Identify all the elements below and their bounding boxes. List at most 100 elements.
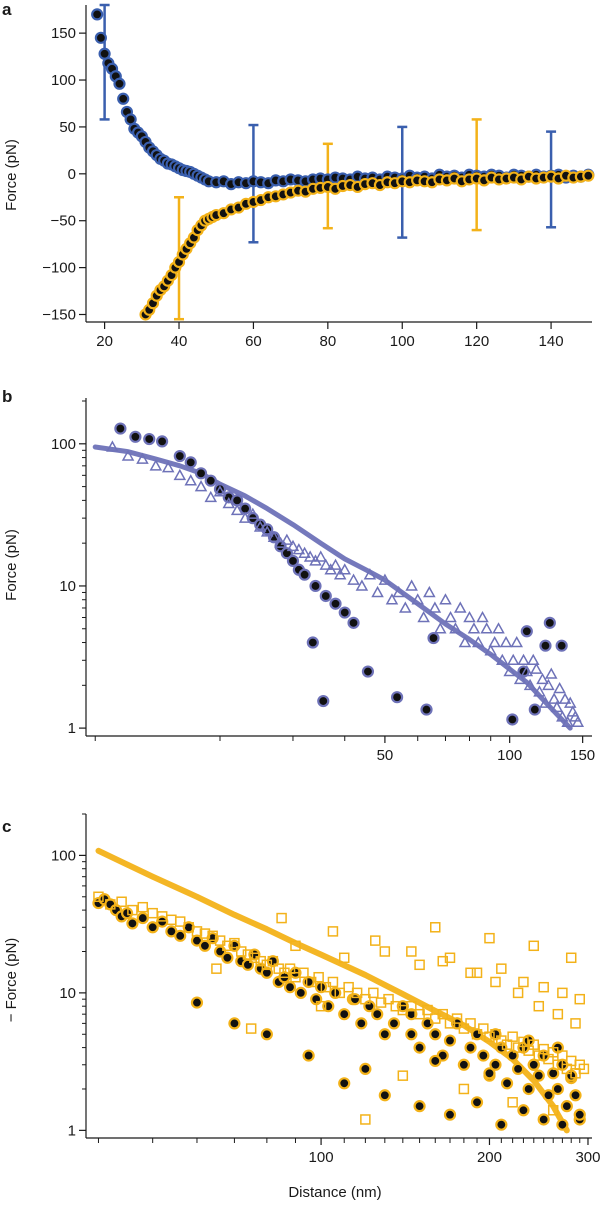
data-point-square <box>334 987 346 999</box>
data-point-triangle <box>230 503 244 516</box>
data-point-dot <box>113 77 126 90</box>
data-point-square <box>174 916 186 927</box>
data-point-square <box>343 981 354 993</box>
data-point-dot <box>146 921 159 934</box>
data-point-triangle <box>547 692 561 704</box>
x-tick-label-a: 60 <box>245 333 262 350</box>
data-point-triangle <box>417 610 430 623</box>
x-tick-label-a: 40 <box>171 333 188 350</box>
panel-b: b Force (pN) 1 10 100 50 100 150 <box>2 387 595 764</box>
data-point-dot <box>126 917 139 930</box>
data-point-dot <box>173 449 186 463</box>
x-tick-label-a: 80 <box>319 333 336 350</box>
data-point-dot <box>348 993 362 1006</box>
data-point-triangle <box>523 678 537 691</box>
data-point-square <box>507 1031 518 1042</box>
data-point-dot <box>489 1028 502 1041</box>
data-point-square <box>166 914 177 926</box>
data-point-square <box>249 952 260 964</box>
data-point-triangle <box>399 601 412 613</box>
data-point-dot <box>184 456 197 469</box>
data-point-dot <box>204 474 217 487</box>
series-c-1 <box>93 891 590 1125</box>
data-point-triangle <box>184 474 198 486</box>
data-point-triangle <box>149 459 163 471</box>
data-point-triangle <box>520 664 534 677</box>
data-point-triangle <box>544 667 558 679</box>
data-point-triangle <box>558 692 572 704</box>
data-point-triangle <box>553 681 566 694</box>
y-tick-label-b: 100 <box>51 436 76 453</box>
data-point-triangle <box>136 452 149 464</box>
data-point-triangle <box>319 558 333 570</box>
data-point-square <box>565 952 577 964</box>
data-point-triangle <box>204 490 218 503</box>
data-point-square <box>276 912 287 924</box>
data-point-dot <box>322 1000 335 1013</box>
panel-label-b: b <box>2 387 12 406</box>
data-point-triangle <box>405 579 418 591</box>
data-point-triangle <box>571 715 585 727</box>
data-point-triangle <box>280 533 294 545</box>
data-point-triangle <box>329 558 342 570</box>
data-point-dot <box>338 1077 351 1090</box>
data-point-square <box>245 1023 257 1034</box>
data-point-square <box>211 963 222 974</box>
data-point-dot <box>470 1096 484 1109</box>
data-point-square <box>501 1039 513 1050</box>
data-point-square <box>478 1023 489 1034</box>
data-point-dot <box>522 1082 535 1096</box>
data-point-dot <box>387 1017 401 1030</box>
data-point-triangle <box>550 700 564 713</box>
data-point-triangle <box>363 568 377 580</box>
data-point-triangle <box>472 635 485 648</box>
data-point-square <box>490 976 501 988</box>
data-point-dot <box>221 951 234 964</box>
data-point-triangle <box>467 622 481 634</box>
data-point-triangle <box>496 653 509 666</box>
data-point-triangle <box>449 622 462 634</box>
data-point-triangle <box>556 710 569 722</box>
data-point-dot <box>457 1058 470 1071</box>
y-tick-label-a: −150 <box>42 306 76 323</box>
data-point-triangle <box>411 593 425 605</box>
data-point-square <box>528 940 540 952</box>
data-point-dot <box>477 1049 490 1062</box>
data-point-triangle <box>371 585 384 598</box>
data-point-triangle <box>423 585 436 598</box>
y-tick-label-c: 100 <box>51 847 76 864</box>
data-point-triangle <box>510 635 524 648</box>
data-point-dot <box>413 1041 426 1054</box>
x-tick-label-a: 20 <box>96 333 113 350</box>
data-point-triangle <box>539 696 552 708</box>
data-point-square <box>471 1029 483 1040</box>
x-tick-label-b: 100 <box>497 747 522 764</box>
data-point-triangle <box>106 440 119 452</box>
data-point-triangle <box>484 644 497 656</box>
y-axis-title-c: − Force (pN) <box>3 938 20 1023</box>
data-point-square <box>512 1042 524 1053</box>
data-point-dot <box>483 1067 496 1080</box>
data-point-dot <box>94 31 107 44</box>
data-point-square <box>360 993 371 1005</box>
data-point-dot <box>520 625 533 638</box>
data-point-square <box>444 952 456 964</box>
data-point-square <box>127 904 138 916</box>
data-point-triangle <box>561 715 574 727</box>
data-point-dot <box>532 1069 545 1082</box>
data-point-square <box>507 1097 518 1108</box>
data-point-dot <box>551 1082 564 1096</box>
y-tick-label-a: 50 <box>59 119 76 136</box>
data-point-triangle <box>298 546 311 558</box>
data-point-dot <box>500 1077 514 1090</box>
data-point-dot <box>317 694 330 708</box>
data-point-square <box>313 971 324 983</box>
data-point-dot <box>573 1108 586 1121</box>
data-point-square <box>533 1000 545 1012</box>
data-point-dot <box>413 1100 426 1113</box>
y-axis-title-a: Force (pN) <box>3 139 20 211</box>
data-point-triangle <box>480 622 493 634</box>
x-axis-title-c: Distance (nm) <box>288 1184 381 1201</box>
data-point-dot <box>464 1041 477 1054</box>
fit-line-b <box>92 444 573 731</box>
